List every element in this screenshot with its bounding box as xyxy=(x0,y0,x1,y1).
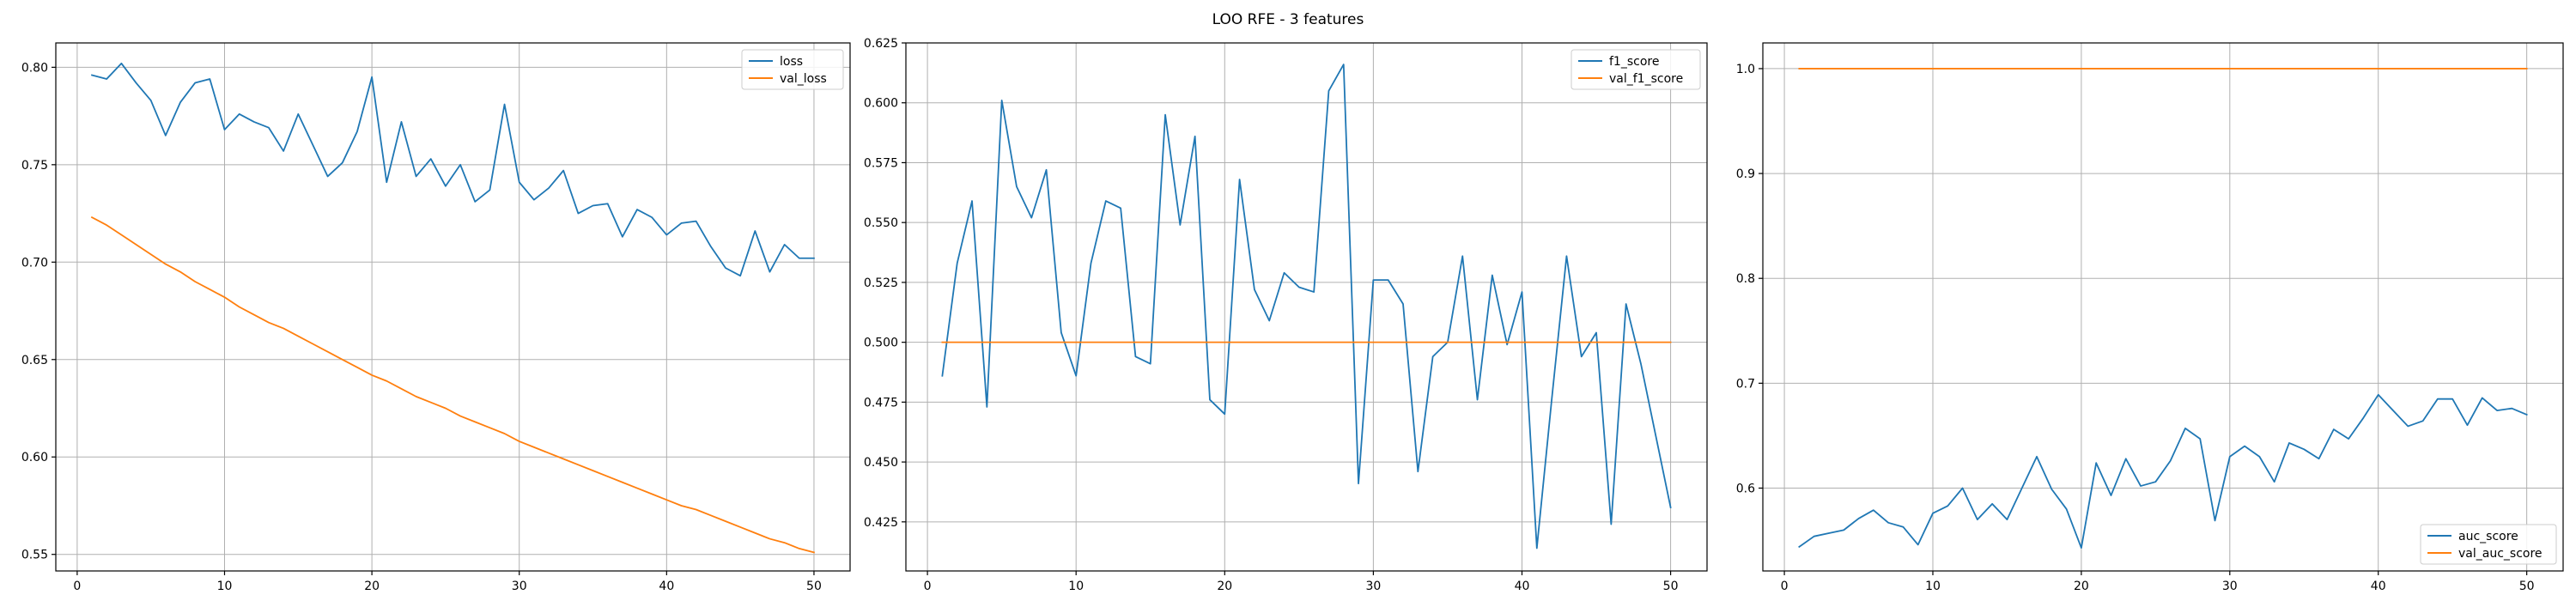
y-tick-label: 0.7 xyxy=(1736,377,1755,391)
axes-frame xyxy=(1762,42,2564,572)
auc-score-panel: 0 10 20 30 40 50 0.6 0.7 0.8 0.9 1.0 auc_score val_a… xyxy=(1736,42,2564,593)
loss-panel: 0 10 20 30 40 50 0.55 0.60 0.65 0.70 0.75 0.80 loss v… xyxy=(21,42,851,593)
legend-label: val_f1_score xyxy=(1609,72,1683,86)
x-tick-label: 20 xyxy=(2074,580,2089,593)
x-tick-label: 0 xyxy=(1781,580,1789,593)
x-tick-label: 10 xyxy=(1925,580,1941,593)
series-line-val-loss xyxy=(90,216,816,554)
x-tick-label: 40 xyxy=(659,580,674,593)
y-tick-label: 0.6 xyxy=(1736,483,1755,496)
x-tick-label: 0 xyxy=(924,580,932,593)
y-tick-label: 0.450 xyxy=(864,456,898,470)
y-tick-label: 0.70 xyxy=(21,256,48,270)
y-tick-label: 0.65 xyxy=(21,354,48,367)
legend-frame xyxy=(1571,49,1701,90)
x-tick-label: 20 xyxy=(1217,580,1232,593)
y-tick-label: 0.9 xyxy=(1736,167,1755,181)
legend-frame xyxy=(741,49,844,90)
y-tick-label: 0.525 xyxy=(864,276,898,290)
series-line-auc-score xyxy=(1798,393,2528,549)
legend-label: val_loss xyxy=(780,72,827,86)
x-tick-label: 50 xyxy=(1663,580,1679,593)
legend-label: auc_score xyxy=(2458,530,2518,543)
figure-suptitle: LOO RFE - 3 features xyxy=(1212,11,1364,28)
y-tick-label: 1.0 xyxy=(1736,63,1755,76)
axes-frame xyxy=(55,42,851,572)
y-tick-label: 0.500 xyxy=(864,337,898,350)
y-tick-label: 0.625 xyxy=(864,37,898,51)
legend-label: f1_score xyxy=(1609,55,1659,69)
x-tick-label: 30 xyxy=(2222,580,2238,593)
legend: f1_score val_f1_score xyxy=(1571,49,1701,90)
f1-score-panel: 0 10 20 30 40 50 0.425 0.450 0.475 0.500 0.525 0.55… xyxy=(864,37,1708,593)
series-line-loss xyxy=(90,62,815,277)
series-line-f1-score xyxy=(941,64,1672,549)
axes-frame xyxy=(905,42,1708,572)
legend: auc_score val_auc_score xyxy=(2420,524,2557,565)
x-tick-label: 50 xyxy=(806,580,822,593)
x-tick-label: 40 xyxy=(2371,580,2386,593)
y-tick-label: 0.60 xyxy=(21,451,48,464)
y-tick-label: 0.550 xyxy=(864,216,898,230)
x-tick-label: 30 xyxy=(1365,580,1381,593)
x-tick-label: 50 xyxy=(2519,580,2535,593)
x-tick-label: 10 xyxy=(217,580,233,593)
x-tick-label: 10 xyxy=(1068,580,1084,593)
legend-label: val_auc_score xyxy=(2458,547,2543,561)
y-tick-label: 0.55 xyxy=(21,549,48,562)
y-tick-label: 0.475 xyxy=(864,396,898,410)
x-tick-label: 20 xyxy=(364,580,380,593)
x-tick-label: 0 xyxy=(73,580,81,593)
legend-label: loss xyxy=(780,55,803,69)
legend: loss val_loss xyxy=(741,49,844,90)
legend-frame xyxy=(2420,524,2557,565)
y-tick-label: 0.425 xyxy=(864,516,898,530)
x-tick-label: 30 xyxy=(512,580,527,593)
y-tick-label: 0.8 xyxy=(1736,272,1755,286)
y-tick-label: 0.600 xyxy=(864,97,898,111)
y-tick-label: 0.75 xyxy=(21,159,48,173)
x-tick-label: 40 xyxy=(1515,580,1530,593)
y-tick-label: 0.80 xyxy=(21,61,48,75)
y-tick-label: 0.575 xyxy=(864,156,898,170)
